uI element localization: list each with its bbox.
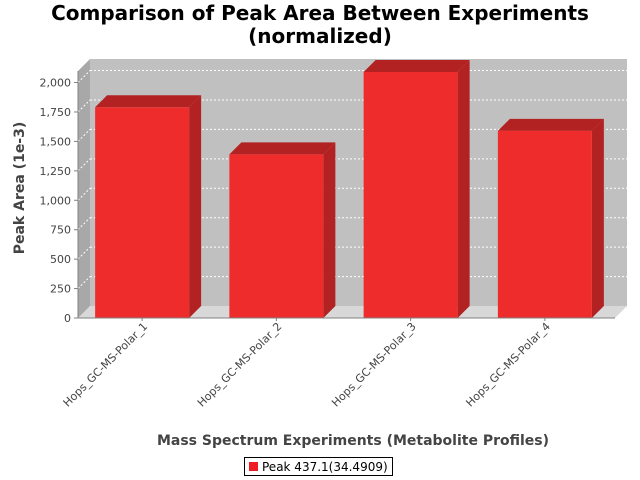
- chart-title-line-1: Comparison of Peak Area Between Experime…: [51, 1, 589, 25]
- y-tick-label: 1,250: [40, 165, 72, 178]
- bar-top: [497, 118, 604, 131]
- y-tick-label: 1,000: [40, 194, 72, 207]
- gridline-diagonal: [77, 217, 91, 231]
- x-tick-label: Hops_GC-MS-Polar_3: [329, 320, 419, 410]
- gridline-diagonal: [77, 70, 91, 83]
- bar: [229, 154, 324, 318]
- y-tick-label: 0: [64, 312, 71, 325]
- x-tick-label: Hops_GC-MS-Polar_4: [463, 320, 553, 410]
- bar-side: [189, 95, 202, 318]
- plot-left-wall: [78, 59, 90, 318]
- gridline-diagonal: [77, 99, 91, 113]
- x-tick-label: Hops_GC-MS-Polar_2: [195, 320, 285, 410]
- gridline-diagonal: [77, 187, 91, 201]
- y-axis-label: Peak Area (1e-3): [12, 122, 28, 255]
- bar-top: [363, 59, 470, 72]
- gridline-diagonal: [77, 246, 91, 260]
- y-tick-label: 2,000: [40, 77, 72, 90]
- y-tick-label: 750: [50, 224, 71, 237]
- plot-floor: [78, 306, 627, 318]
- chart-title-line-2: (normalized): [248, 24, 392, 48]
- bar-top: [229, 142, 336, 155]
- bar-side: [457, 59, 470, 318]
- y-tick-label: 1,750: [40, 106, 72, 119]
- y-tick-label: 250: [50, 283, 71, 296]
- legend: Peak 437.1(34.4909): [244, 457, 393, 476]
- bar: [497, 130, 592, 318]
- x-axis-label: Mass Spectrum Experiments (Metabolite Pr…: [157, 433, 549, 449]
- bar-side: [591, 118, 604, 319]
- y-tick-label: 1,500: [40, 135, 72, 148]
- bar: [363, 71, 458, 318]
- gridline-diagonal: [77, 276, 91, 289]
- legend-swatch: [249, 462, 258, 471]
- bar: [95, 107, 190, 318]
- x-tick-label: Hops_GC-MS-Polar_1: [61, 320, 151, 410]
- bar-side: [323, 142, 336, 318]
- chart-title: Comparison of Peak Area Between Experime…: [0, 2, 640, 48]
- legend-label: Peak 437.1(34.4909): [262, 459, 388, 474]
- y-tick-label: 500: [50, 253, 71, 266]
- bar-top: [95, 95, 202, 108]
- gridline-diagonal: [77, 129, 91, 142]
- gridline-diagonal: [77, 158, 91, 172]
